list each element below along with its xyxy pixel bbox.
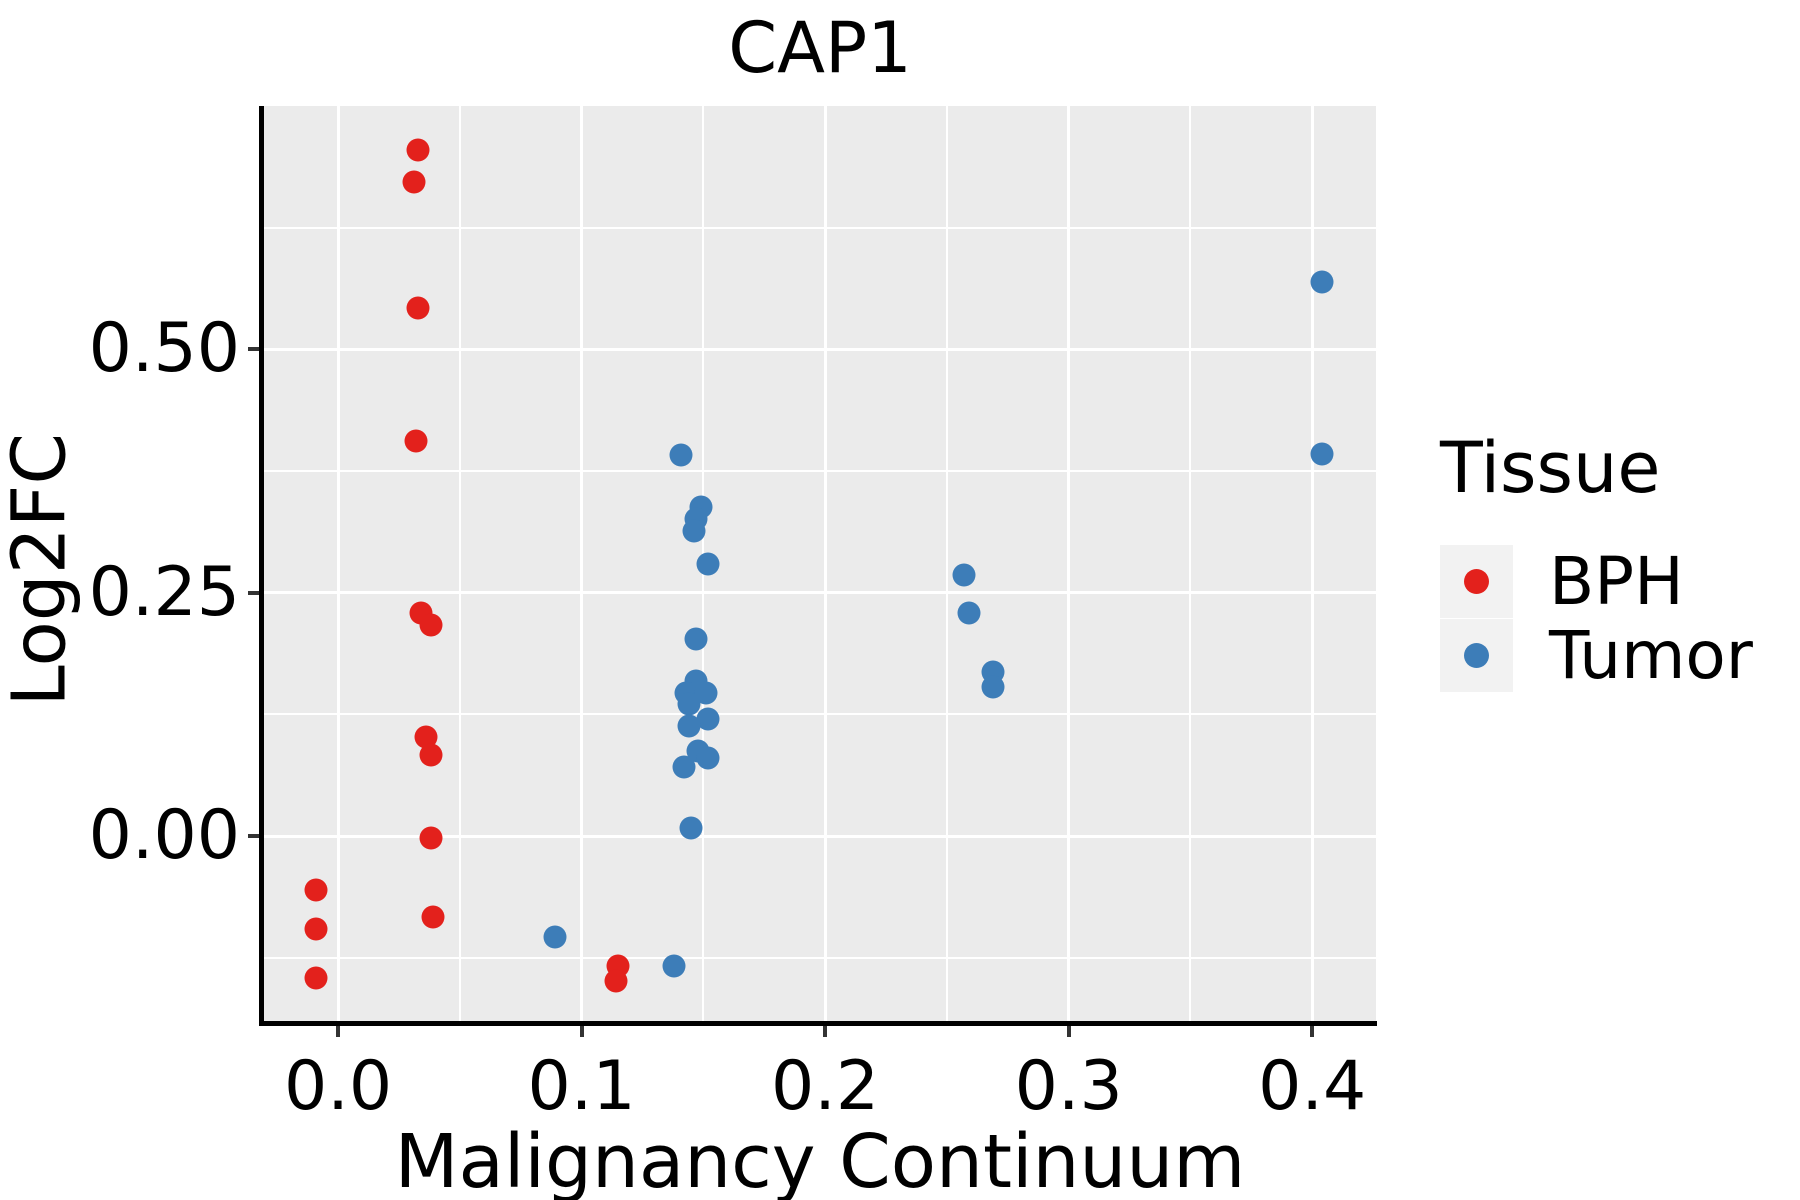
data-point-bph: [304, 878, 328, 902]
legend-key: [1440, 619, 1513, 692]
data-point-tumor: [696, 552, 720, 576]
data-point-bph: [404, 429, 428, 453]
data-point-bph: [604, 969, 628, 993]
y-tick-mark: [248, 590, 259, 595]
legend-title: Tissue: [1440, 427, 1661, 509]
plot-panel: [264, 106, 1376, 1021]
y-tick-label: 0.50: [88, 309, 240, 389]
y-tick-label: 0.00: [88, 796, 240, 876]
x-tick-mark: [823, 1026, 828, 1037]
data-point-bph: [414, 725, 438, 749]
major-gridline: [823, 106, 827, 1021]
data-point-bph: [304, 966, 328, 990]
plot-title: CAP1: [728, 7, 912, 89]
data-point-bph: [304, 917, 328, 941]
data-point-bph: [402, 170, 426, 194]
x-tick-label: 0.2: [771, 1047, 880, 1126]
y-axis-line: [259, 106, 264, 1026]
y-tick-label: 0.25: [88, 552, 240, 632]
x-tick-mark: [336, 1026, 341, 1037]
data-point-tumor: [957, 601, 981, 625]
data-point-bph: [421, 905, 445, 929]
data-point-tumor: [677, 714, 701, 738]
legend-label: BPH: [1549, 542, 1684, 620]
legend-dot-icon: [1464, 569, 1489, 594]
data-point-tumor: [672, 755, 696, 779]
minor-gridline: [264, 226, 1376, 229]
y-tick-mark: [248, 347, 259, 352]
minor-gridline: [945, 106, 948, 1021]
x-axis-line: [259, 1021, 1377, 1026]
legend-items: BPH Tumor: [1440, 545, 1753, 692]
minor-gridline: [264, 956, 1376, 959]
legend-dot-icon: [1464, 643, 1489, 668]
data-point-tumor: [543, 925, 567, 949]
legend-item-bph: BPH: [1440, 545, 1753, 618]
data-point-tumor: [682, 519, 706, 543]
data-point-bph: [419, 826, 443, 850]
x-tick-mark: [1310, 1026, 1315, 1037]
minor-gridline: [458, 106, 461, 1021]
data-point-tumor: [694, 681, 718, 705]
legend-label: Tumor: [1549, 616, 1753, 694]
major-gridline: [1310, 106, 1314, 1021]
x-tick-label: 0.4: [1258, 1047, 1367, 1126]
data-point-tumor: [696, 746, 720, 770]
x-tick-label: 0.1: [527, 1047, 636, 1126]
y-tick-mark: [248, 834, 259, 839]
data-point-tumor: [677, 692, 701, 716]
legend-key: [1440, 545, 1513, 618]
minor-gridline: [264, 470, 1376, 473]
major-gridline: [264, 347, 1376, 351]
x-tick-mark: [579, 1026, 584, 1037]
major-gridline: [264, 834, 1376, 838]
data-point-tumor: [981, 675, 1005, 699]
data-point-bph: [406, 296, 430, 320]
data-point-tumor: [679, 816, 703, 840]
legend-item-tumor: Tumor: [1440, 619, 1753, 692]
major-gridline: [336, 106, 340, 1021]
major-gridline: [264, 591, 1376, 595]
data-point-tumor: [952, 563, 976, 587]
major-gridline: [1067, 106, 1071, 1021]
y-axis-title: Log2FC: [0, 432, 83, 707]
legend: Tissue BPH Tumor: [1440, 430, 1753, 693]
data-point-bph: [406, 138, 430, 162]
minor-gridline: [1189, 106, 1192, 1021]
data-point-tumor: [1310, 270, 1334, 294]
x-tick-label: 0.3: [1014, 1047, 1123, 1126]
data-point-tumor: [1310, 442, 1334, 465]
data-point-bph: [419, 613, 443, 637]
data-point-tumor: [669, 443, 693, 467]
data-point-tumor: [684, 627, 708, 651]
major-gridline: [580, 106, 584, 1021]
minor-gridline: [264, 713, 1376, 716]
data-point-tumor: [662, 954, 686, 978]
data-point-bph: [419, 743, 443, 767]
x-axis-title: Malignancy Continuum: [394, 1119, 1246, 1200]
data-point-tumor: [696, 707, 720, 731]
x-tick-mark: [1066, 1026, 1071, 1037]
x-tick-label: 0.0: [283, 1047, 393, 1126]
